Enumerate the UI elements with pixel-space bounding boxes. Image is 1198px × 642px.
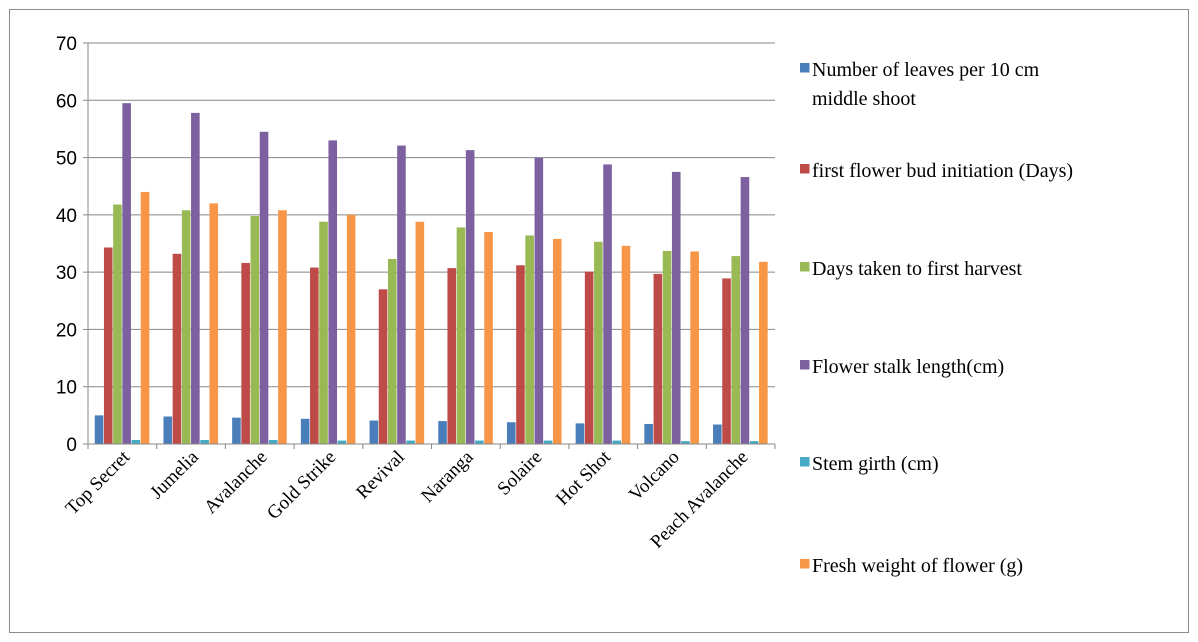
y-tick-label: 50 — [56, 149, 77, 170]
y-tick-label: 20 — [56, 320, 77, 341]
x-tick-label: Jumelia — [146, 446, 203, 503]
bar — [131, 439, 141, 444]
bar — [681, 441, 690, 444]
bar — [94, 415, 104, 444]
bar — [465, 150, 475, 445]
bar — [140, 191, 150, 444]
bar — [603, 164, 612, 444]
bar — [259, 131, 269, 445]
legend-swatch — [800, 360, 810, 370]
bar — [250, 216, 260, 444]
bar — [749, 441, 759, 444]
bar — [278, 210, 287, 444]
legend-swatch — [800, 262, 810, 272]
bar — [575, 423, 585, 444]
bar — [584, 271, 594, 444]
legend-label: Fresh weight of flower (g) — [812, 555, 1023, 577]
bar — [163, 416, 173, 444]
bar — [181, 210, 191, 444]
legend-swatch — [800, 457, 810, 467]
bar — [415, 221, 425, 444]
bar — [759, 261, 768, 444]
x-tick-label: Avalanche — [200, 447, 271, 518]
bar — [621, 245, 631, 444]
bar — [552, 238, 562, 444]
bar — [172, 253, 182, 444]
y-tick-label: 0 — [66, 435, 77, 456]
bar — [722, 278, 731, 444]
legend-swatch — [800, 164, 810, 174]
bar — [475, 440, 484, 444]
bar — [594, 241, 603, 444]
bar — [406, 440, 415, 444]
bar — [506, 422, 516, 444]
x-tick-label: Solaire — [493, 447, 546, 500]
bar — [516, 265, 525, 444]
legend-swatch — [800, 559, 810, 569]
x-tick-label: Gold Strike — [263, 447, 340, 524]
bar — [103, 247, 113, 444]
bar — [378, 289, 388, 444]
bar — [310, 267, 319, 444]
bar — [241, 262, 250, 444]
bar — [191, 112, 200, 444]
legend-label: Days taken to first harvest — [812, 258, 1022, 280]
bar — [740, 177, 750, 444]
x-tick-label: Revival — [352, 447, 409, 504]
x-tick-label: Volcano — [625, 447, 684, 506]
x-tick-label: Naranga — [417, 446, 478, 507]
axes — [83, 42, 776, 449]
legend-swatch — [800, 63, 810, 73]
x-tick-label: Top Secret — [62, 446, 135, 519]
y-tick-label: 40 — [56, 206, 77, 227]
legend-label: Flower stalk length(cm) — [812, 356, 1004, 378]
bar — [200, 439, 209, 444]
bar — [397, 145, 406, 444]
bar — [662, 250, 672, 444]
bar — [484, 232, 493, 444]
bar — [328, 140, 338, 444]
bar — [456, 227, 466, 444]
bar — [346, 214, 356, 444]
bars — [94, 103, 768, 445]
y-tick-labels: 0 10 20 30 40 50 60 70 — [56, 34, 77, 456]
y-tick-label: 10 — [56, 378, 77, 399]
bar — [122, 103, 131, 445]
legend-label: Stem girth (cm) — [812, 453, 939, 475]
bar — [369, 420, 379, 444]
bar — [268, 439, 278, 444]
bar — [232, 417, 241, 444]
bar — [644, 423, 653, 444]
bar — [731, 256, 741, 444]
bar — [113, 204, 122, 444]
bar — [447, 268, 457, 444]
y-tick-label: 60 — [56, 91, 77, 112]
bar — [671, 171, 681, 444]
y-tick-label: 70 — [56, 34, 77, 55]
x-tick-label: Hot Shot — [552, 446, 616, 510]
bar — [209, 203, 219, 444]
bar — [300, 418, 310, 444]
y-tick-label: 30 — [56, 263, 77, 284]
legend-label: middle shoot — [812, 88, 916, 110]
legend: Number of leaves per 10 cm middle shoot fi… — [800, 59, 1073, 577]
bar — [690, 251, 699, 444]
legend-label: first flower bud initiation (Days) — [812, 160, 1073, 182]
bar — [525, 235, 534, 444]
bar — [543, 440, 553, 444]
bar — [319, 221, 328, 444]
bar — [612, 440, 622, 444]
bar — [653, 273, 663, 444]
bar — [387, 258, 397, 444]
bar — [713, 424, 722, 444]
bar — [534, 157, 544, 445]
legend-label: Number of leaves per 10 cm — [812, 59, 1040, 81]
bar — [337, 440, 347, 444]
bar — [438, 421, 447, 444]
